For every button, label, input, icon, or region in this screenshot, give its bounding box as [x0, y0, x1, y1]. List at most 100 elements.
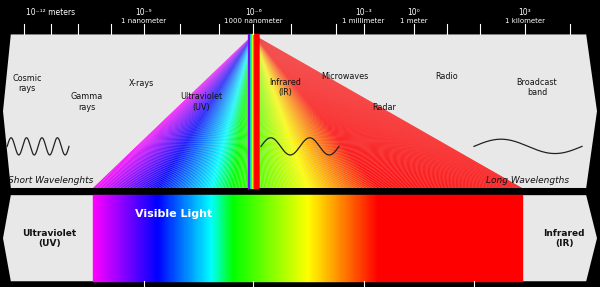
Bar — [165, 195, 166, 281]
Bar — [389, 195, 390, 281]
Bar — [348, 195, 349, 281]
Polygon shape — [253, 34, 446, 188]
Polygon shape — [165, 34, 253, 188]
Bar — [358, 195, 359, 281]
Bar — [204, 195, 205, 281]
Bar — [301, 195, 302, 281]
Bar — [396, 195, 397, 281]
Bar — [138, 195, 139, 281]
Bar — [388, 195, 389, 281]
Bar — [275, 195, 276, 281]
Bar — [377, 195, 378, 281]
Polygon shape — [253, 34, 363, 188]
Bar — [495, 195, 496, 281]
Bar — [451, 195, 452, 281]
Bar — [239, 195, 241, 281]
Bar — [107, 195, 108, 281]
Bar — [280, 195, 281, 281]
Bar — [140, 195, 142, 281]
Polygon shape — [142, 34, 253, 188]
Bar — [282, 195, 283, 281]
Polygon shape — [203, 34, 253, 188]
Bar — [254, 195, 256, 281]
Bar — [355, 195, 356, 281]
Polygon shape — [253, 34, 456, 188]
Bar — [215, 195, 217, 281]
Polygon shape — [189, 34, 253, 188]
Bar — [393, 195, 394, 281]
Polygon shape — [253, 34, 492, 188]
Bar — [519, 195, 520, 281]
Bar — [230, 195, 232, 281]
Bar — [454, 195, 455, 281]
Bar — [169, 195, 170, 281]
Bar — [514, 195, 515, 281]
Bar — [278, 195, 279, 281]
Bar — [199, 195, 200, 281]
Text: Infrared
(IR): Infrared (IR) — [543, 228, 585, 248]
Bar — [179, 195, 180, 281]
Polygon shape — [253, 34, 350, 188]
Bar — [382, 195, 383, 281]
Bar — [133, 195, 134, 281]
Bar — [115, 195, 116, 281]
Polygon shape — [253, 34, 314, 188]
Polygon shape — [244, 34, 253, 188]
Polygon shape — [148, 34, 253, 188]
Bar — [415, 195, 416, 281]
Bar — [232, 195, 233, 281]
Bar — [455, 195, 457, 281]
Bar — [493, 195, 494, 281]
Polygon shape — [253, 34, 358, 188]
Bar — [373, 195, 374, 281]
Bar — [506, 195, 507, 281]
Polygon shape — [125, 34, 253, 188]
Polygon shape — [119, 34, 253, 188]
Text: Ultraviolet
(UV): Ultraviolet (UV) — [22, 228, 76, 248]
Polygon shape — [162, 34, 253, 188]
Bar — [97, 195, 98, 281]
Polygon shape — [253, 34, 380, 188]
Bar — [321, 195, 322, 281]
Polygon shape — [250, 34, 253, 188]
Bar — [410, 195, 411, 281]
Polygon shape — [214, 34, 253, 188]
Polygon shape — [253, 34, 341, 188]
Polygon shape — [253, 34, 464, 188]
Bar — [350, 195, 351, 281]
Polygon shape — [253, 34, 473, 188]
Bar — [105, 195, 106, 281]
Bar — [349, 195, 350, 281]
Polygon shape — [253, 34, 488, 188]
Polygon shape — [104, 34, 253, 188]
Bar — [436, 195, 437, 281]
Bar — [322, 195, 323, 281]
Bar — [152, 195, 153, 281]
Bar — [431, 195, 433, 281]
Bar — [181, 195, 182, 281]
Bar — [423, 195, 424, 281]
Polygon shape — [253, 34, 387, 188]
Bar — [517, 195, 518, 281]
Bar — [235, 195, 236, 281]
Bar — [482, 195, 483, 281]
Polygon shape — [179, 34, 253, 188]
Bar — [484, 195, 485, 281]
Bar — [261, 195, 262, 281]
Bar — [510, 195, 511, 281]
Polygon shape — [253, 34, 502, 188]
Polygon shape — [253, 34, 287, 188]
Bar — [314, 195, 316, 281]
Bar — [250, 195, 251, 281]
Polygon shape — [253, 34, 439, 188]
Polygon shape — [253, 34, 485, 188]
Bar — [96, 195, 97, 281]
Bar — [413, 195, 415, 281]
Polygon shape — [107, 34, 253, 188]
Polygon shape — [253, 34, 434, 188]
Bar — [317, 195, 318, 281]
Bar — [207, 195, 208, 281]
Bar — [164, 195, 165, 281]
Polygon shape — [253, 34, 407, 188]
Bar — [318, 195, 319, 281]
